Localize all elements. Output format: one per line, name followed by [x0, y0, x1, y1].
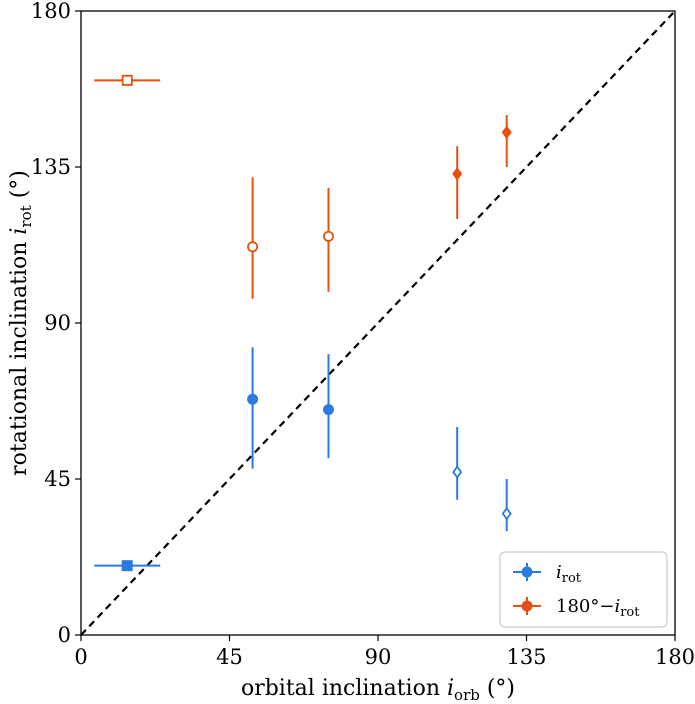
x-tick-label: 0	[74, 645, 87, 669]
y-tick-label: 45	[44, 467, 71, 491]
point-marker	[247, 393, 259, 405]
point-marker	[322, 230, 334, 242]
point-marker	[452, 167, 463, 181]
data-point	[322, 187, 334, 292]
y-tick-label: 135	[31, 155, 71, 179]
x-tick-label: 45	[216, 645, 243, 669]
y-tick-label: 0	[58, 623, 71, 647]
legend-entry: irot	[513, 562, 582, 586]
data-point	[247, 177, 259, 299]
point-marker	[121, 560, 133, 572]
series-2	[94, 74, 512, 299]
point-marker	[501, 125, 512, 140]
axis-labels: orbital inclination iorb (°) rotational …	[7, 170, 515, 704]
x-tick-label: 135	[506, 645, 546, 669]
data-point	[452, 427, 463, 500]
axis-ticks: 0 45 90 135 180 0 45 90 135 180	[31, 0, 695, 669]
legend: irot 180°−irot	[499, 551, 668, 628]
data-point	[247, 347, 259, 469]
x-axis-label: orbital inclination iorb (°)	[241, 676, 515, 704]
legend-box	[499, 551, 668, 628]
legend-entry: 180°−irot	[513, 596, 640, 620]
point-marker	[322, 404, 334, 416]
data-point	[452, 146, 463, 219]
legend-marker	[521, 600, 533, 612]
plot-area	[80, 10, 676, 636]
point-marker	[452, 465, 463, 479]
point-marker	[121, 74, 133, 86]
data-point	[94, 74, 161, 86]
y-tick-label: 90	[44, 311, 71, 335]
data-point	[501, 115, 512, 167]
point-marker	[247, 241, 259, 253]
point-marker	[501, 506, 512, 521]
x-tick-label: 180	[655, 645, 695, 669]
y-axis-label: rotational inclination irot (°)	[7, 170, 35, 476]
y-tick-label: 180	[31, 0, 71, 23]
legend-marker	[521, 566, 533, 578]
legend-label: 180°−irot	[556, 596, 640, 620]
legend-label: irot	[556, 562, 582, 586]
data-point	[322, 354, 334, 459]
reference-line	[80, 10, 676, 636]
data-point	[94, 560, 161, 572]
data-point	[501, 479, 512, 531]
x-tick-label: 90	[365, 645, 392, 669]
series-1	[94, 347, 512, 572]
